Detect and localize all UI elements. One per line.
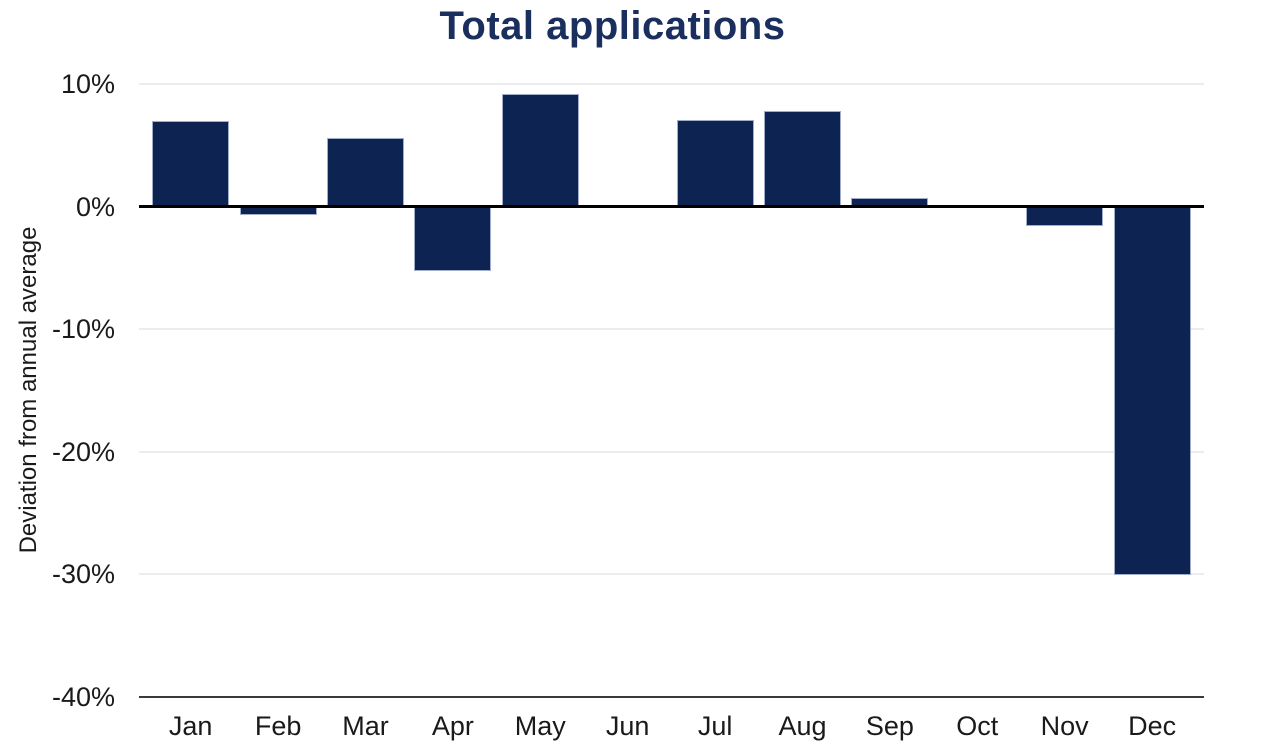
chart-title: Total applications bbox=[439, 4, 786, 48]
x-tick-label-oct: Oct bbox=[956, 711, 999, 741]
x-tick-label-feb: Feb bbox=[254, 711, 302, 741]
y-tick-label-10%: 10% bbox=[60, 69, 115, 99]
gridline-10% bbox=[139, 83, 1204, 85]
x-tick-label-jun: Jun bbox=[605, 711, 650, 741]
bar-mar bbox=[327, 137, 404, 207]
x-axis-line bbox=[139, 695, 1204, 698]
x-tick-label-aug: Aug bbox=[778, 711, 827, 741]
bar-may bbox=[501, 93, 579, 207]
x-tick-label-sep: Sep bbox=[865, 711, 914, 741]
x-tick-label-apr: Apr bbox=[431, 711, 474, 741]
y-tick-label--40%: -40% bbox=[51, 681, 115, 712]
bar-aug bbox=[764, 110, 841, 207]
gridline--20% bbox=[139, 450, 1204, 453]
bar-nov bbox=[1026, 206, 1104, 227]
x-tick-label-jan: Jan bbox=[168, 711, 213, 741]
bar-jan bbox=[152, 120, 230, 207]
x-tick-label-jul: Jul bbox=[697, 711, 733, 741]
bar-apr bbox=[414, 206, 492, 272]
y-tick-label-0%: 0% bbox=[75, 191, 115, 222]
y-axis-title: Deviation from annual average bbox=[15, 226, 42, 554]
x-tick-label-may: May bbox=[514, 711, 566, 741]
x-tick-label-nov: Nov bbox=[1040, 711, 1089, 741]
gridline--30% bbox=[139, 573, 1204, 575]
y-tick-label--20%: -20% bbox=[51, 436, 115, 467]
zero-baseline bbox=[139, 205, 1204, 208]
y-tick-label--10%: -10% bbox=[51, 314, 115, 344]
x-tick-label-mar: Mar bbox=[342, 711, 389, 741]
y-tick-label--30%: -30% bbox=[51, 559, 115, 589]
bar-jul bbox=[676, 119, 754, 207]
bar-dec bbox=[1113, 206, 1191, 576]
gridline--10% bbox=[139, 328, 1204, 330]
x-tick-label-dec: Dec bbox=[1128, 711, 1177, 741]
